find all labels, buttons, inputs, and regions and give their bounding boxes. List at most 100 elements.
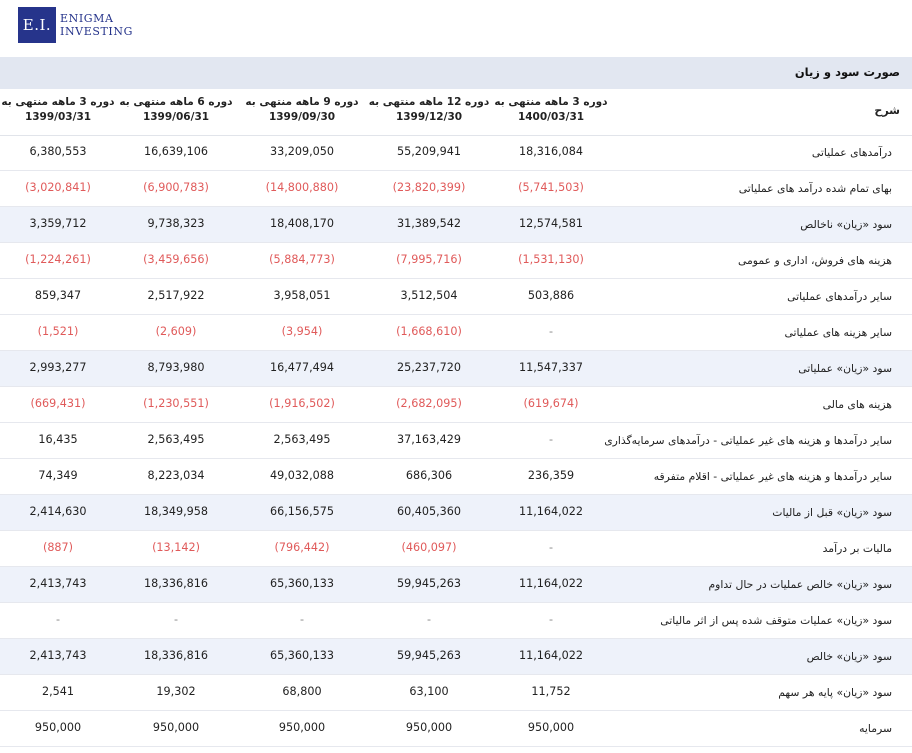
table-row: سایر درآمدها و هزینه های غیر عملیاتی - د…: [0, 423, 912, 459]
logo-line-2: Investing: [60, 25, 133, 38]
page-header: E.I. Enigma Investing: [0, 0, 912, 56]
table-cell: 2,563,495: [147, 433, 205, 446]
column-header-period: دوره 3 ماهه منتهی به: [494, 96, 608, 108]
column-header-period: دوره 9 ماهه منتهی به: [245, 96, 359, 108]
table-cell: 2,414,630: [29, 505, 87, 518]
row-label: سود «زیان» پایه هر سهم: [778, 686, 892, 699]
table-cell: 65,360,133: [269, 649, 335, 662]
column-header-1399-12-30: دوره 12 ماهه منتهی به 1399/12/30: [354, 95, 504, 125]
row-label: سود «زیان» خالص: [806, 650, 892, 663]
table-cell: 950,000: [152, 721, 200, 734]
table-cell: 2,563,495: [273, 433, 331, 446]
table-cell: 16,435: [38, 433, 78, 446]
table-header: شرح دوره 3 ماهه منتهی به 1400/03/31 دوره…: [0, 89, 912, 136]
column-header-date: 1400/03/31: [517, 111, 585, 123]
row-label: سود «زیان» عملیات متوقف شده پس از اثر ما…: [660, 614, 892, 627]
row-label: سود «زیان» خالص عملیات در حال تداوم: [708, 578, 892, 591]
table-cell: 3,958,051: [273, 289, 331, 302]
table-cell: 19,302: [156, 685, 196, 698]
table-cell: 18,336,816: [143, 649, 209, 662]
table-cell: 2,517,922: [147, 289, 205, 302]
table-cell: 33,209,050: [269, 145, 335, 158]
table-cell: 950,000: [527, 721, 575, 734]
table-cell: -: [55, 613, 61, 626]
table-cell: 3,359,712: [29, 217, 87, 230]
row-label: سرمایه: [859, 722, 892, 735]
column-header-1399-09-30: دوره 9 ماهه منتهی به 1399/09/30: [227, 95, 377, 125]
table-cell: 236,359: [527, 469, 575, 482]
table-cell: (1,521): [37, 325, 79, 338]
table-row: هزینه های فروش، اداری و عمومی (1,531,130)…: [0, 243, 912, 279]
table-cell: 18,349,958: [143, 505, 209, 518]
table-cell: (669,431): [30, 397, 86, 410]
table-row: سایر درآمدها و هزینه های غیر عملیاتی - ا…: [0, 459, 912, 495]
table-cell: 11,752: [531, 685, 571, 698]
table-cell: -: [548, 613, 554, 626]
table-cell: 686,306: [405, 469, 453, 482]
row-label: سایر درآمدهای عملیاتی: [787, 290, 892, 303]
table-cell: 74,349: [38, 469, 78, 482]
table-cell: -: [426, 613, 432, 626]
table-row: سود «زیان» خالص 11,164,022 59,945,263 65,36…: [0, 639, 912, 675]
table-cell: 18,316,084: [518, 145, 584, 158]
row-label: هزینه های مالی: [822, 398, 892, 411]
table-cell: 12,574,581: [518, 217, 584, 230]
table-cell: (1,531,130): [518, 253, 584, 266]
table-cell: 503,886: [527, 289, 575, 302]
table-cell: (7,995,716): [396, 253, 462, 266]
table-cell: 63,100: [409, 685, 449, 698]
table-row: سایر درآمدهای عملیاتی 503,886 3,512,504 3,9…: [0, 279, 912, 315]
row-label: سود «زیان» قبل از مالیات: [772, 506, 892, 519]
column-header-1399-03-31: دوره 3 ماهه منتهی به 1399/03/31: [0, 95, 133, 125]
table-cell: (3,459,656): [143, 253, 209, 266]
table-cell: (619,674): [523, 397, 579, 410]
section-title: صورت سود و زیان: [794, 65, 900, 79]
row-label: درآمدهای عملیاتی: [811, 146, 892, 159]
row-label: سود «زیان» عملیاتی: [798, 362, 892, 375]
table-cell: (6,900,783): [143, 181, 209, 194]
table-cell: (13,142): [152, 541, 200, 554]
table-cell: 11,547,337: [518, 361, 584, 374]
table-cell: 6,380,553: [29, 145, 87, 158]
column-header-date: 1399/12/30: [395, 111, 463, 123]
table-row: سرمایه 950,000 950,000 950,000 950,000 950,00…: [0, 711, 912, 747]
table-cell: 950,000: [34, 721, 82, 734]
table-cell: -: [299, 613, 305, 626]
table-cell: 859,347: [34, 289, 82, 302]
table-cell: 55,209,941: [396, 145, 462, 158]
column-header-date: 1399/06/31: [142, 111, 210, 123]
table-row: مالیات بر درآمد - (460,097) (796,442) (13,14…: [0, 531, 912, 567]
table-cell: (1,668,610): [396, 325, 462, 338]
table-cell: 18,336,816: [143, 577, 209, 590]
table-row: بهای تمام شده درآمد های عملیاتی (5,741,50…: [0, 171, 912, 207]
table-cell: (1,230,551): [143, 397, 209, 410]
row-label: سایر هزینه های عملیاتی: [784, 326, 892, 339]
table-row: سود «زیان» قبل از مالیات 11,164,022 60,405…: [0, 495, 912, 531]
table-cell: 9,738,323: [147, 217, 205, 230]
column-header-period: دوره 6 ماهه منتهی به: [119, 96, 233, 108]
row-label: مالیات بر درآمد: [822, 542, 892, 555]
row-label: بهای تمام شده درآمد های عملیاتی: [738, 182, 892, 195]
income-statement-title-bar: صورت سود و زیان: [0, 57, 912, 89]
table-cell: 68,800: [282, 685, 322, 698]
table-cell: 3,512,504: [400, 289, 458, 302]
table-cell: 2,413,743: [29, 649, 87, 662]
table-cell: 66,156,575: [269, 505, 335, 518]
table-row: سود «زیان» عملیاتی 11,547,337 25,237,720 16…: [0, 351, 912, 387]
table-cell: 65,360,133: [269, 577, 335, 590]
column-header-1399-06-31: دوره 6 ماهه منتهی به 1399/06/31: [101, 95, 251, 125]
table-cell: 8,793,980: [147, 361, 205, 374]
logo-mark: E.I.: [18, 7, 56, 43]
table-cell: -: [548, 325, 554, 338]
column-header-date: 1399/03/31: [24, 111, 92, 123]
table-cell: (1,916,502): [269, 397, 335, 410]
table-row: درآمدهای عملیاتی 18,316,084 55,209,941 33,2…: [0, 135, 912, 171]
table-cell: 11,164,022: [518, 577, 584, 590]
row-label: سایر درآمدها و هزینه های غیر عملیاتی - د…: [604, 434, 892, 447]
table-row: سود «زیان» پایه هر سهم 11,752 63,100 68,800…: [0, 675, 912, 711]
table-cell: (2,609): [155, 325, 197, 338]
description-header: شرح: [874, 104, 900, 117]
table-cell: 950,000: [405, 721, 453, 734]
enigma-investing-logo[interactable]: E.I. Enigma Investing: [18, 7, 133, 43]
column-header-1400-03-31: دوره 3 ماهه منتهی به 1400/03/31: [476, 95, 626, 125]
